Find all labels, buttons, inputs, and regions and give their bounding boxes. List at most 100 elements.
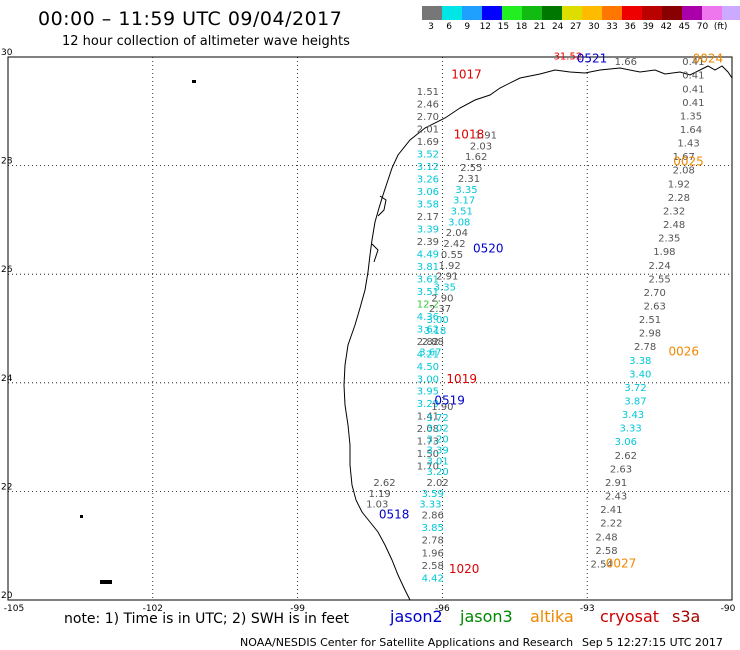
wave-height-value: 3.62 <box>417 324 439 335</box>
wave-height-value: 1.73 <box>417 437 439 448</box>
wave-height-value: 0.41 <box>682 98 704 109</box>
wave-height-value: 2.22 <box>600 519 622 530</box>
wave-height-value: 2.08 <box>417 424 439 435</box>
wave-height-value: 31.52 <box>554 52 583 63</box>
wave-height-value: 4.36 <box>417 312 439 323</box>
wave-height-value: 1.51 <box>417 87 439 98</box>
colorbar-label: 45 <box>678 22 691 32</box>
wave-height-value: 2.90 <box>431 293 453 304</box>
wave-height-value: 2.63 <box>610 464 632 475</box>
wave-height-value: 1.90 <box>431 402 453 413</box>
wave-height-value: 3.85 <box>422 523 444 534</box>
colorbar-swatch <box>682 6 702 20</box>
longitude-label: -93 <box>580 604 595 614</box>
pass-number-label: 1019 <box>446 372 477 386</box>
lat-lon-grid: -105 -102 -99 -96 -93 -90 20 22 24 26 28 30 <box>1 48 736 614</box>
wave-height-value: 3.00 <box>417 374 439 385</box>
wave-height-value: 3.00 <box>426 315 448 326</box>
wave-height-value: 1.92 <box>439 261 461 272</box>
wave-height-value: 1.64 <box>680 125 702 136</box>
pass-number-label: 0024 <box>693 51 724 65</box>
latitude-label: 20 <box>1 591 13 601</box>
pass-labels: 1017 1018 1019 1020 0521 0520 0519 0518 0024 0025… <box>379 51 723 575</box>
pass-number-label: 1020 <box>449 562 480 576</box>
wave-height-value: 2.24 <box>648 261 670 272</box>
longitude-label: -99 <box>290 604 305 614</box>
wave-height-value: 2.91 <box>436 272 458 283</box>
island-marker <box>100 580 112 584</box>
wave-height-value: 1.67 <box>673 152 695 163</box>
colorbar-label: 27 <box>570 22 582 32</box>
credit-line: NOAA/NESDIS Center for Satellite Applica… <box>240 636 574 649</box>
colorbar-label: 15 <box>497 22 510 32</box>
wave-height-value: 2.86 <box>422 511 444 522</box>
wave-height-value: 3.18 <box>424 326 446 337</box>
wave-height-value: 2.55 <box>460 163 482 174</box>
wave-height-value: 3.06 <box>417 187 439 198</box>
wave-height-value: 2.46 <box>417 99 439 110</box>
wave-height-value: 2.51 <box>639 315 661 326</box>
altimeter-tracks: 1.512.462.702.011.693.523.123.263.063.58… <box>366 52 704 585</box>
pass-number-label: 0027 <box>606 556 637 570</box>
wave-height-value: 2.78 <box>422 536 444 547</box>
satellite-legend-cryosat: cryosat <box>600 607 660 626</box>
map-title: 00:00 – 11:59 UTC 09/04/2017 <box>38 8 343 30</box>
wave-height-value: 2.42 <box>443 239 465 250</box>
wave-height-value: 3.40 <box>629 369 651 380</box>
wave-height-value: 3.61 <box>417 274 439 285</box>
island-marker <box>192 80 196 83</box>
louisiana-coast <box>699 65 733 79</box>
wave-height-value: 1.98 <box>653 247 675 258</box>
wave-height-value: 3.52 <box>417 149 439 160</box>
wave-height-value: 2.70 <box>644 288 666 299</box>
wave-height-value: 3.81 <box>417 262 439 273</box>
colorbar-swatch <box>422 6 442 20</box>
wave-height-value: 0.41 <box>682 71 704 82</box>
units-note: note: 1) Time is in UTC; 2) SWH is in fe… <box>64 611 350 627</box>
colorbar-swatch <box>482 6 502 20</box>
wave-height-value: 1.19 <box>369 489 391 500</box>
wave-height-value: 1.96 <box>422 549 444 560</box>
wave-height-value: 3.43 <box>622 410 644 421</box>
wave-height-value: 0.41 <box>682 84 704 95</box>
satellite-legend-jason3: jason3 <box>460 607 513 626</box>
colorbar-label: 21 <box>533 22 546 32</box>
wave-height-value: 2.01 <box>417 124 439 135</box>
wave-height-value: 2.58 <box>595 546 617 557</box>
colorbar-swatch <box>582 6 602 20</box>
wave-height-value: 2.54 <box>591 559 613 570</box>
satellite-legend-jason2: jason2 <box>390 607 443 626</box>
wave-height-value: 1.43 <box>677 139 699 150</box>
colorbar-swatch <box>462 6 482 20</box>
pass-number-label: 0520 <box>473 241 504 255</box>
colorbar-label: 24 <box>551 22 564 32</box>
wave-height-value: 3.01 <box>426 456 448 467</box>
colorbar-swatch <box>622 6 642 20</box>
wave-height-value: 3.38 <box>629 356 651 367</box>
colorbar-label: 39 <box>642 22 654 32</box>
generation-timestamp: Sep 5 12:27:15 UTC 2017 <box>582 636 723 649</box>
wave-height-value: 3.26 <box>417 174 439 185</box>
colorbar-label: 33 <box>606 22 618 32</box>
longitude-label: -90 <box>721 604 736 614</box>
wave-height-value: 1.66 <box>615 57 637 68</box>
wave-height-value: 3.20 <box>426 435 448 446</box>
map-frame <box>7 56 733 601</box>
colorbar-label: 9 <box>464 22 471 32</box>
wave-height-value: 3.95 <box>417 387 439 398</box>
pass-number-label: 1017 <box>451 68 482 82</box>
coastline <box>343 65 733 601</box>
wave-height-value: 1.03 <box>366 500 388 511</box>
colorbar-swatch <box>502 6 522 20</box>
wave-height-value: 2.63 <box>644 301 666 312</box>
map-subtitle: 12 hour collection of altimeter wave hei… <box>62 34 350 49</box>
colorbar-label: 12 <box>479 22 492 32</box>
wave-height-value: 3.51 <box>451 206 473 217</box>
colorbar-label: 42 <box>660 22 673 32</box>
wave-height-value: 3.17 <box>453 196 475 207</box>
colorbar-swatch <box>642 6 662 20</box>
wave-height-value: 2.43 <box>605 492 627 503</box>
wave-height-value: 3.33 <box>620 424 642 435</box>
wave-height-value: 3.35 <box>434 282 456 293</box>
texas-bay <box>371 195 387 263</box>
